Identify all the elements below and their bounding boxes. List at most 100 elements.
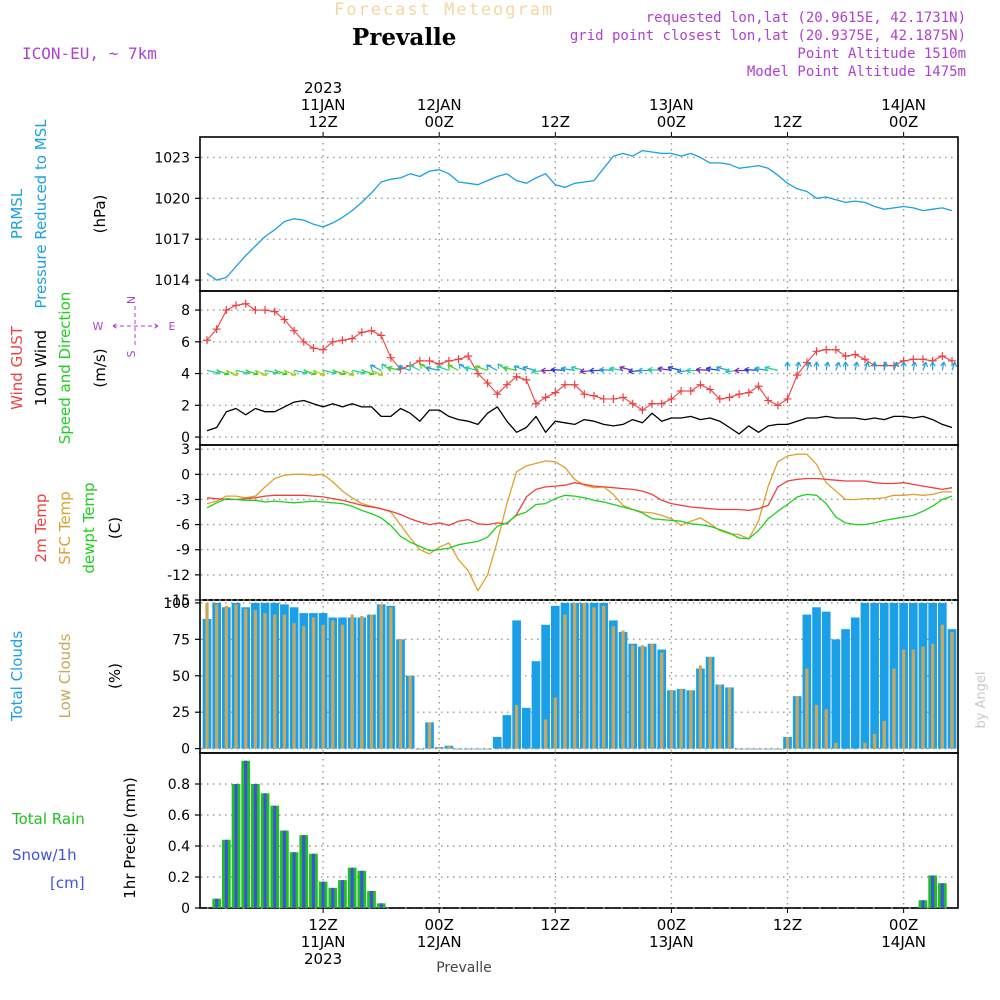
wind-direction-arrow: [397, 365, 411, 371]
wind-gust-point: [783, 394, 792, 403]
time-tick-label-bottom: 00Z: [657, 916, 686, 934]
wind-gust-point: [338, 336, 347, 345]
low-cloud-bar: [321, 624, 325, 749]
time-tick-label-bottom: 00Z: [889, 916, 918, 934]
arrow-head: [369, 364, 376, 370]
wind-direction-arrow: [784, 361, 791, 371]
arrow-head: [940, 361, 947, 367]
wind-gust-point: [773, 401, 782, 410]
low-cloud-bar: [302, 626, 306, 749]
total-cloud-bar: [812, 607, 821, 749]
arrow-head: [893, 361, 900, 368]
wind-gust-point: [744, 388, 753, 397]
arrow-shaft: [361, 369, 375, 375]
arrow-head: [522, 365, 529, 372]
low-cloud-bar: [514, 704, 519, 749]
wind-gust-point: [667, 394, 676, 403]
low-cloud-bar: [505, 748, 509, 750]
wind-gust-point: [502, 380, 511, 389]
wind-direction-arrow: [369, 364, 382, 371]
arrow-head: [540, 367, 546, 374]
credit-watermark: by Angel: [974, 671, 989, 728]
arrow-shaft: [796, 361, 800, 371]
wind-gust-point: [541, 393, 550, 402]
low-cloud-bar: [408, 675, 412, 749]
arrow-shaft: [332, 369, 346, 375]
y-tick-label: 0.4: [168, 839, 190, 855]
wind-gust-point: [609, 394, 618, 403]
total-cloud-bar: [860, 602, 870, 749]
time-tick-label-bottom: 2023: [304, 950, 342, 968]
arrow-shaft: [284, 369, 296, 376]
low-cloud-bar: [814, 704, 819, 749]
total-cloud-bar: [541, 624, 550, 749]
legend-snow-unit: [cm]: [50, 874, 85, 892]
arrow-head: [348, 370, 355, 376]
snow-bar: [282, 830, 286, 908]
y-tick-label: 0: [181, 430, 190, 446]
footer-location: Prevalle: [436, 960, 492, 976]
snow-bar: [244, 760, 248, 908]
arrow-head: [871, 361, 878, 367]
total-cloud-bar: [512, 620, 521, 749]
snow-bar: [253, 784, 257, 908]
arrow-shaft: [342, 369, 355, 376]
low-cloud-bar: [863, 742, 867, 749]
point-altitude: Point Altitude 1510m: [797, 46, 966, 62]
time-tick-label-top: 13JAN: [649, 96, 694, 114]
time-tick-label-bottom: 00Z: [425, 916, 454, 934]
time-tick-label-top: 12Z: [541, 113, 570, 131]
temp-unit: (C): [106, 517, 124, 539]
arrow-shaft: [245, 369, 259, 375]
y-tick-label: 75: [172, 632, 190, 648]
arrow-shaft: [322, 369, 337, 374]
wind-gust-point: [764, 396, 773, 405]
low-cloud-bar: [592, 607, 596, 749]
arrow-shaft: [560, 367, 575, 371]
snow-bar: [224, 839, 228, 908]
wind-gust-point: [522, 375, 531, 384]
arrow-shaft: [503, 366, 517, 371]
low-cloud-bar: [437, 747, 441, 749]
low-cloud-bar: [253, 610, 258, 749]
wind-direction-arrow: [425, 365, 440, 372]
arrow-head: [744, 366, 750, 373]
arrow-shaft: [206, 369, 221, 374]
low-cloud-bar: [292, 623, 296, 749]
arrow-head: [386, 365, 393, 372]
wind-direction-arrow: [940, 361, 947, 371]
low-cloud-bar: [901, 649, 906, 749]
wind-gust-point: [415, 356, 424, 365]
wind-direction-arrow: [911, 361, 918, 371]
low-cloud-bar: [843, 748, 848, 750]
total-cloud-bar: [531, 661, 541, 749]
arrow-shaft: [216, 369, 230, 375]
arrow-head: [716, 365, 722, 372]
arrow-head: [734, 367, 740, 374]
wind-gust-point: [696, 380, 705, 389]
total-cloud-bar: [879, 602, 889, 749]
wind-gust-point: [290, 326, 299, 335]
wind-gust-point: [357, 328, 366, 337]
y-tick-label: 8: [181, 303, 190, 319]
snow-bar: [369, 890, 374, 908]
low-cloud-bar: [756, 748, 761, 750]
arrow-head: [397, 365, 404, 371]
total-cloud-bar: [831, 639, 841, 749]
low-cloud-bar: [582, 602, 586, 749]
low-cloud-bar: [215, 604, 219, 749]
low-cloud-bar: [718, 684, 722, 749]
wind-gust-point: [735, 390, 744, 399]
wind-direction-arrow: [824, 361, 831, 371]
y-tick-label: 1020: [154, 191, 190, 207]
snow-bar: [302, 835, 306, 908]
wind-direction-arrow: [951, 361, 958, 371]
wind-direction-arrow: [371, 369, 384, 376]
wind-direction-arrow: [882, 361, 889, 371]
wind-direction-arrow: [609, 366, 624, 373]
time-tick-label-top: 14JAN: [881, 96, 926, 114]
arrow-head: [628, 368, 634, 375]
wind-direction-arrow: [900, 361, 907, 371]
low-cloud-bar: [398, 639, 403, 749]
arrow-head: [842, 361, 849, 367]
